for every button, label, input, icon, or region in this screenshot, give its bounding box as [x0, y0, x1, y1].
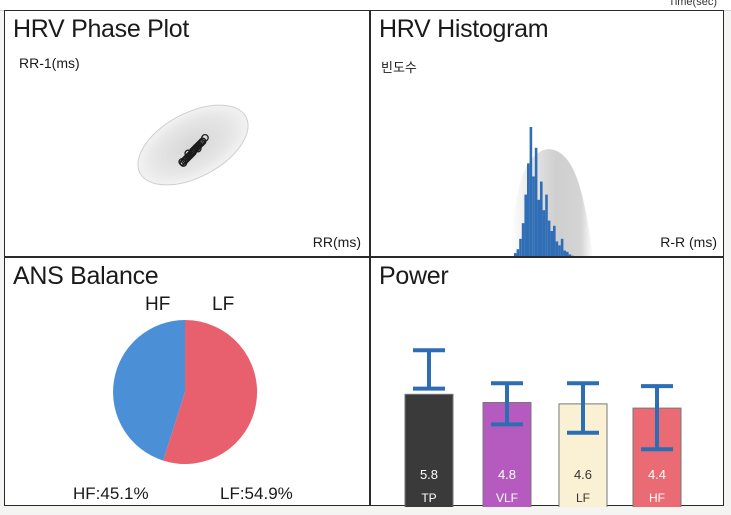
histogram-bar — [563, 250, 566, 256]
phase-plot-ylabel: RR-1(ms) — [19, 55, 80, 71]
histogram-title: HRV Histogram — [379, 15, 549, 43]
scatter-point — [184, 149, 193, 158]
power-value-label: 4.4 — [648, 467, 666, 482]
ans-balance-panel: ANS Balance HF LF HF:45.1% LF:54.9% — [5, 258, 369, 507]
grid-divider-horizontal — [5, 256, 723, 258]
power-value-label: 4.6 — [574, 467, 592, 482]
histogram-bar — [521, 223, 525, 256]
scatter-point — [193, 144, 202, 153]
power-error-bar-tp — [413, 348, 445, 391]
histogram-bar — [566, 251, 569, 256]
grid-divider-vertical — [369, 11, 371, 505]
histogram-xlabel: R-R (ms) — [660, 234, 717, 250]
power-value-label: 5.8 — [420, 467, 438, 482]
histogram-bar — [550, 231, 553, 256]
power-error-bar-lf — [567, 381, 599, 435]
scatter-point — [183, 154, 191, 163]
pie-value-hf: HF:45.1% — [73, 484, 149, 503]
phase-plot-ellipse — [137, 104, 249, 186]
histogram-bar — [568, 254, 572, 256]
power-bar-tp — [404, 393, 454, 507]
pie-slice-lf — [163, 319, 258, 464]
power-value-label: 4.8 — [498, 467, 516, 482]
histogram-bar — [542, 210, 546, 256]
histogram-bar — [514, 253, 517, 256]
histogram-bar — [537, 199, 540, 256]
power-category-label: VLF — [496, 491, 518, 505]
histogram-bar — [553, 225, 556, 256]
pie-label-lf: LF — [212, 294, 235, 315]
power-category-label: HF — [649, 491, 665, 505]
power-category-label: LF — [576, 491, 590, 505]
pie-value-lf: LF:54.9% — [220, 484, 293, 503]
histogram-bar — [545, 194, 548, 256]
histogram-ylabel: 빈도수 — [381, 61, 417, 76]
histogram-bar — [519, 238, 522, 256]
histogram-bar — [547, 220, 551, 256]
phase-plot-xlabel: RR(ms) — [312, 234, 361, 250]
histogram-bar — [524, 194, 527, 256]
histogram-bar — [516, 249, 520, 256]
phase-plot-title: HRV Phase Plot — [13, 15, 189, 43]
histogram-bar — [560, 238, 564, 256]
scatter-point — [197, 138, 206, 147]
pie-slice-hf — [113, 320, 185, 461]
power-error-bar-vlf — [491, 381, 523, 427]
scatter-point — [190, 145, 199, 154]
hrv-report-grid: HRV Phase Plot RR-1(ms) RR(ms) HRV Histo… — [4, 10, 725, 507]
top-clipped-label: Time(sec) — [668, 0, 717, 8]
scatter-point — [178, 157, 187, 166]
power-title: Power — [379, 262, 449, 290]
power-panel: Power 5.8 TP 4.8 VLF 4.6 LF 4.4 HF — [371, 258, 725, 507]
histogram-bar — [534, 147, 538, 256]
histogram-bar — [527, 163, 530, 256]
power-svg: 5.8 TP 4.8 VLF 4.6 LF 4.4 HF — [404, 348, 682, 507]
histogram-panel: HRV Histogram 빈도수 R-R (ms) — [371, 11, 725, 256]
power-error-bar-hf — [641, 384, 673, 452]
ans-balance-svg — [113, 319, 258, 464]
phase-plot-svg — [137, 104, 249, 186]
phase-plot-panel: HRV Phase Plot RR-1(ms) RR(ms) — [5, 11, 369, 256]
scatter-point — [201, 133, 209, 142]
ans-balance-title: ANS Balance — [13, 262, 159, 290]
histogram-bar — [540, 181, 543, 256]
histogram-bar — [529, 127, 533, 256]
histogram-bar — [558, 245, 561, 256]
histogram-bar — [532, 176, 535, 256]
histogram-svg — [511, 127, 593, 256]
pie-label-hf: HF — [145, 294, 171, 315]
power-category-label: TP — [421, 491, 436, 505]
histogram-bar — [555, 241, 559, 256]
